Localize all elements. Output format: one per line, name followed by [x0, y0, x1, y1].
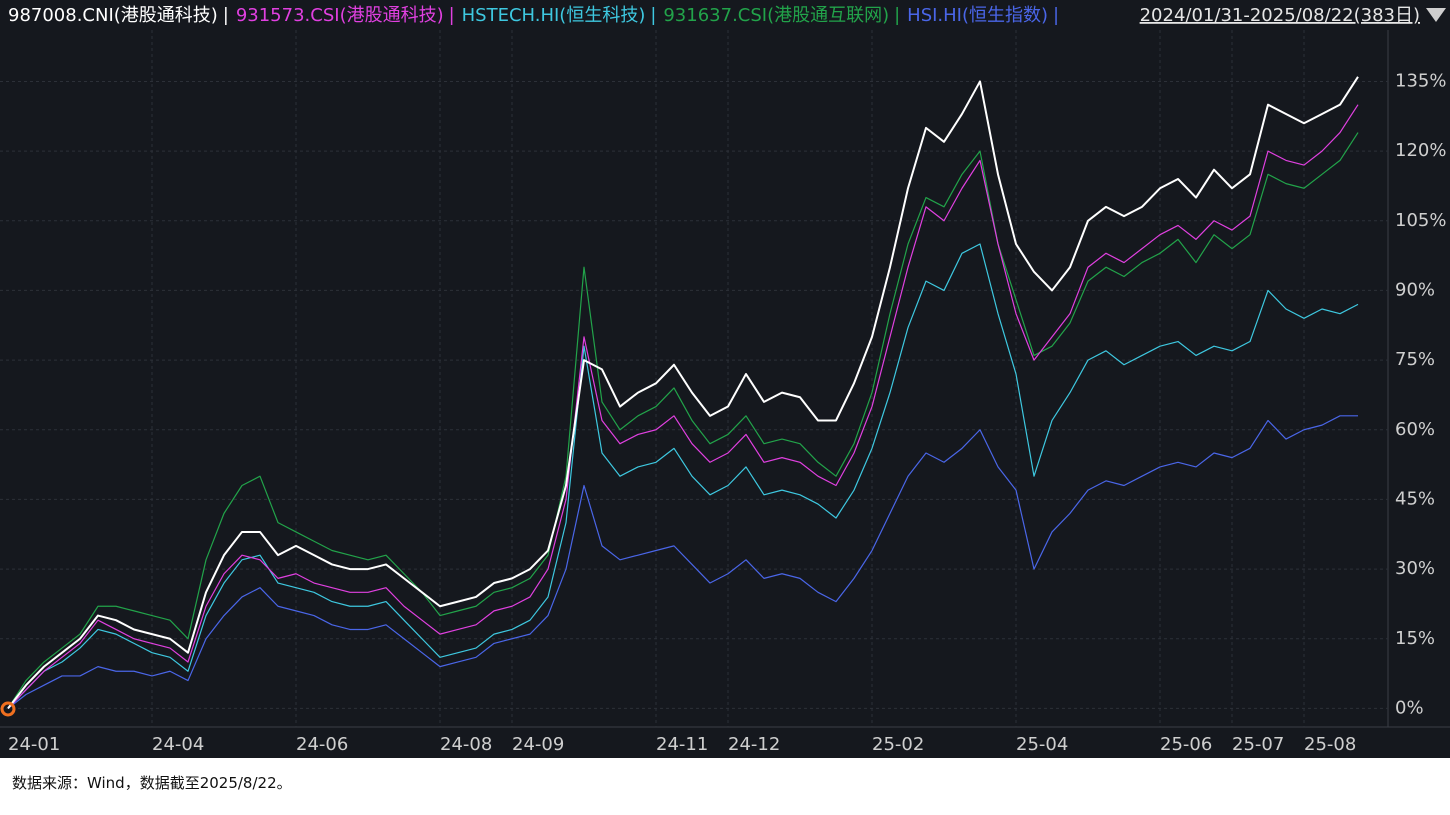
x-tick-label: 24-08 — [440, 734, 492, 755]
series-line — [7, 76, 1359, 710]
x-tick-label: 25-08 — [1304, 734, 1356, 755]
x-tick-label: 24-01 — [8, 734, 60, 755]
x-tick-label: 24-04 — [152, 734, 204, 755]
y-tick-label: 90% — [1395, 279, 1435, 300]
y-tick-label: 15% — [1395, 628, 1435, 649]
y-tick-label: 0% — [1395, 697, 1424, 718]
legend-entry: HSI.HI(恒生指数) — [907, 5, 1048, 26]
grid: 0% 15% 30% 45% 60% 75% 90% 105% 120% 135% 24-01 24-… — [0, 30, 1446, 755]
x-tick-label: 24-06 — [296, 734, 348, 755]
series-line — [7, 132, 1359, 709]
date-range[interactable]: 2024/01/31-2025/08/22(383日) — [1140, 5, 1420, 26]
x-tick-label: 24-11 — [656, 734, 708, 755]
y-tick-label: 30% — [1395, 558, 1435, 579]
x-tick-label: 25-02 — [872, 734, 924, 755]
series-line — [7, 415, 1358, 709]
y-tick-label: 45% — [1395, 488, 1435, 509]
start-marker — [0, 701, 16, 717]
legend-entry: HSTECH.HI(恒生科技) — [462, 5, 646, 26]
source-note: 数据来源：Wind，数据截至2025/8/22。 — [12, 774, 292, 792]
legend: 987008.CNI(港股通科技) 931573.CSI(港股通科技) HSTECH… — [8, 5, 1057, 26]
y-tick-label: 60% — [1395, 419, 1435, 440]
legend-entry: 987008.CNI(港股通科技) — [8, 5, 218, 26]
series-line — [7, 243, 1359, 709]
legend-entry: 931573.CSI(港股通科技) — [236, 5, 444, 26]
x-tick-label: 25-06 — [1160, 734, 1212, 755]
x-tick-label: 24-12 — [728, 734, 780, 755]
dropdown-arrow[interactable] — [1426, 8, 1446, 22]
x-tick-label: 25-04 — [1016, 734, 1068, 755]
x-tick-label: 25-07 — [1232, 734, 1284, 755]
y-tick-label: 135% — [1395, 70, 1446, 91]
chart-background — [0, 0, 1450, 758]
y-tick-label: 75% — [1395, 349, 1435, 370]
chart: 2024/01/31-2025/08/22(383日) 0% 15% 30% 45% 6… — [0, 0, 1450, 758]
y-tick-label: 120% — [1395, 140, 1446, 161]
x-tick-label: 24-09 — [512, 734, 564, 755]
y-tick-label: 105% — [1395, 210, 1446, 231]
series-line — [7, 104, 1359, 709]
legend-entry: 931637.CSI(港股通互联网) — [663, 5, 889, 26]
lines — [7, 76, 1359, 710]
